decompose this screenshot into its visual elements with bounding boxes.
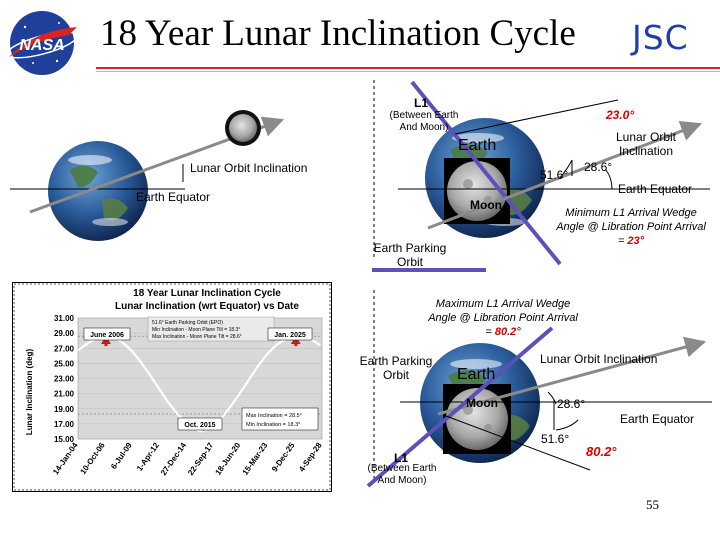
chart-legend-3: Max Inclination - Moon Plane Tilt = 28.6… [152, 334, 242, 340]
chart-title: 18 Year Lunar Inclination Cycle [133, 288, 281, 299]
upper-min-wedge-note: Minimum L1 Arrival Wedge Angle @ Librati… [556, 207, 706, 247]
upper-parking-orbit-bar [372, 268, 486, 272]
upper-earth-equator-right: Earth Equator [618, 182, 693, 196]
chart-y-tick-label: 31.00 [54, 314, 75, 323]
chart-y-tick-label: 27.00 [54, 344, 75, 353]
upper-orbit-line [410, 80, 562, 266]
upper-angle-arc-286 [605, 169, 613, 190]
chart-annot-jan: Jan. 2025 [274, 332, 306, 339]
chart-annot-minmax-box [241, 407, 319, 431]
chart-annot-june-box [83, 327, 131, 341]
upper-right-inclination-arrow [427, 120, 702, 230]
lower-l1-label: L1 [394, 451, 409, 465]
title-underline-gray [96, 71, 720, 72]
chart-y-tick-label: 21.00 [54, 390, 75, 399]
lower-angle-arc-286 [547, 391, 557, 405]
chart-y-tick-label: 19.00 [54, 405, 75, 414]
upper-angle-red: 23.0° [606, 108, 635, 122]
lower-earth-label: Earth [457, 366, 496, 383]
inclination-chart: 18 Year Lunar Inclination Cycle Lunar In… [12, 282, 332, 492]
lower-angle-arc-516 [555, 419, 579, 431]
lower-lunar-orbit-incl: Lunar Orbit Inclination [540, 352, 658, 366]
lower-inclination-arrow [437, 336, 707, 416]
chart-series-line [77, 334, 321, 433]
lower-earth-equator: Earth Equator [620, 412, 695, 426]
page-number: 55 [646, 497, 659, 512]
chart-annot-june: June 2006 [90, 332, 124, 339]
upper-l1-note: (Between Earth And Moon) [389, 110, 459, 133]
chart-annot-jan-box [267, 327, 313, 341]
chart-y-tick-label: 17.00 [54, 420, 75, 429]
chart-y-tick-label: 29.00 [54, 329, 75, 338]
lower-orbit-line [366, 326, 554, 488]
chart-y-tick-label: 25.00 [54, 359, 75, 368]
chart-annot-min: Min Inclination = 18.3° [246, 422, 300, 428]
upper-angle-arc-516 [559, 159, 573, 179]
upper-lunar-orbit-incl-right: Lunar Orbit Inclination [615, 130, 677, 158]
lower-max-wedge-note: Maximum L1 Arrival Wedge Angle @ Librati… [428, 298, 578, 338]
upper-l1-label: L1 [414, 96, 429, 110]
jsc-mark: JSC [632, 18, 689, 57]
lower-earth-parking-orbit: Earth Parking Orbit [359, 354, 433, 382]
chart-y-tick-label: 15.00 [54, 435, 75, 444]
chart-subtitle: Lunar Inclination (wrt Equator) vs Date [115, 301, 299, 312]
upper-earth-label: Earth [458, 137, 497, 154]
upper-earth-equator-left: Earth Equator [136, 190, 211, 204]
lower-angle-red: 80.2° [586, 444, 617, 459]
upper-angle-516: 51.6° [540, 168, 569, 182]
nasa-logo-text: NASA [19, 37, 64, 54]
lower-l1-note: (Between Earth And Moon) [367, 463, 437, 486]
chart-annot-oct-box [177, 417, 223, 431]
chart-annot-max: Max Inclination = 28.5° [246, 413, 302, 419]
upper-angle-286: 28.6° [584, 160, 613, 174]
chart-annot-oct: Oct. 2015 [184, 422, 215, 429]
upper-l1-line [454, 99, 619, 135]
lower-diagram [366, 290, 712, 488]
page-title: 18 Year Lunar Inclination Cycle [100, 13, 576, 54]
chart-y-tick-label: 23.00 [54, 375, 75, 384]
upper-diagram [10, 80, 710, 272]
upper-lunar-orbit-incl-left: Lunar Orbit Inclination [190, 161, 308, 175]
lower-angle-516: 51.6° [541, 432, 570, 446]
upper-moon-label: Moon [470, 198, 502, 212]
lower-l1-line [445, 415, 591, 471]
upper-left-earth-icon [48, 141, 148, 241]
chart-legend-2: Min Inclination - Moon Plane Tilt = 18.3… [152, 327, 240, 333]
nasa-logo: NASA [6, 11, 78, 75]
title-underline-red [96, 67, 720, 69]
chart-ylabel: Lunar Inclination (deg) [25, 349, 34, 436]
chart-legend-1: 51.6° Earth Parking Orbit (EPO) [152, 320, 223, 326]
lower-angle-286: 28.6° [557, 397, 586, 411]
upper-small-moon-icon [225, 110, 261, 146]
upper-earth-parking-orbit: Earth Parking Orbit [373, 241, 447, 269]
lower-moon-label: Moon [466, 396, 498, 410]
